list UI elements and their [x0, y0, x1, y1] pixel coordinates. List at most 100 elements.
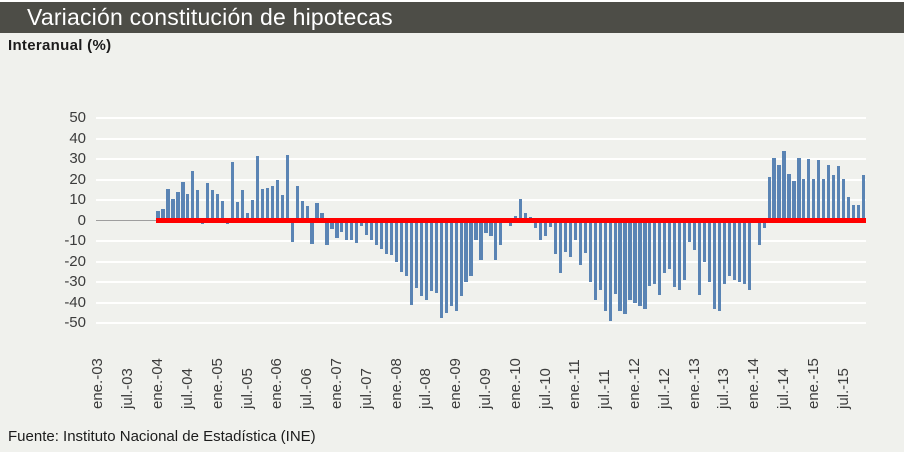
bar-negative: [335, 220, 339, 238]
bar-positive: [295, 185, 299, 221]
bar-negative: [499, 220, 503, 246]
gridline: [96, 260, 866, 263]
bar-negative: [563, 220, 568, 253]
bar-positive: [812, 178, 816, 221]
bar-positive: [216, 193, 220, 221]
y-axis-tick-label: -30: [64, 273, 86, 290]
bar-negative: [414, 220, 418, 288]
gridline: [96, 322, 866, 324]
y-axis-tick-label: -10: [64, 232, 86, 249]
gridline: [96, 158, 866, 160]
bar-negative: [742, 220, 746, 285]
source-note: Fuente: Instituto Nacional de Estadístic…: [8, 428, 316, 445]
bar-negative: [762, 220, 766, 228]
bar-negative: [633, 220, 637, 303]
bar-negative: [578, 220, 582, 265]
bar-positive: [255, 155, 260, 221]
bar-negative: [683, 220, 687, 280]
bar-negative: [702, 220, 707, 263]
bar-negative: [375, 220, 379, 246]
x-axis-tick-label: ene.-11: [566, 359, 584, 409]
bar-positive: [156, 211, 160, 221]
x-axis-tick-label: jul.-14: [775, 368, 793, 409]
bar-positive: [270, 185, 274, 221]
bar-negative: [568, 220, 572, 258]
y-axis-tick-label: 50: [69, 109, 86, 126]
bar-negative: [290, 220, 294, 243]
bar-positive: [211, 189, 215, 221]
bar-positive: [206, 182, 210, 221]
bar-negative: [737, 220, 741, 283]
bar-negative: [653, 220, 657, 285]
bar-negative: [732, 220, 736, 280]
bar-positive: [842, 178, 846, 221]
bar-positive: [235, 202, 240, 221]
bar-negative: [663, 220, 667, 274]
bar-positive: [856, 205, 861, 221]
x-axis-tick-label: ene.-06: [268, 358, 286, 409]
bar-negative: [593, 220, 597, 301]
bar-negative: [409, 220, 414, 305]
bar-positive: [514, 215, 518, 221]
bar-positive: [161, 208, 165, 221]
bar-negative: [434, 220, 438, 293]
bar-positive: [861, 175, 866, 221]
bar-positive: [285, 155, 289, 221]
bar-negative: [693, 220, 697, 251]
bar-positive: [807, 159, 811, 221]
x-axis-tick-label: jul.-12: [655, 368, 673, 409]
gridline: [96, 199, 866, 201]
x-axis-tick-label: jul.-03: [119, 368, 137, 409]
gridline: [96, 281, 866, 283]
bar-positive: [191, 170, 195, 221]
zero-reference-line: [155, 218, 866, 223]
x-axis-tick-label: jul.-04: [178, 368, 196, 409]
bar-negative: [330, 220, 334, 229]
y-axis-tick-label: 30: [69, 150, 86, 167]
x-axis-tick-label: jul.-07: [357, 368, 375, 409]
bar-positive: [837, 166, 841, 221]
bar-negative: [350, 220, 354, 241]
bar-negative: [548, 220, 553, 227]
bar-negative: [613, 220, 617, 295]
bar-negative: [325, 220, 329, 246]
x-axis-tick-label: jul.-13: [715, 368, 733, 409]
bar-negative: [370, 220, 374, 241]
bar-negative: [648, 220, 652, 286]
bar-negative: [747, 220, 751, 291]
bar-negative: [697, 220, 702, 296]
bar-positive: [300, 201, 304, 221]
bar-negative: [459, 220, 463, 297]
bar-positive: [767, 176, 771, 221]
y-axis-tick-label: 40: [69, 129, 86, 147]
bar-positive: [240, 189, 245, 221]
gridline: [96, 301, 866, 304]
bar-positive: [797, 158, 801, 221]
bar-positive: [221, 201, 225, 221]
bar-positive: [519, 198, 523, 221]
x-axis-tick-label: jul.-08: [417, 368, 435, 409]
bar-positive: [231, 162, 235, 221]
bar-positive: [245, 213, 250, 221]
bar-positive: [802, 178, 806, 221]
bar-negative: [722, 220, 726, 285]
x-axis-tick-label: ene.-14: [745, 358, 763, 409]
y-axis-tick-label: -40: [64, 293, 86, 311]
top-strip: [0, 0, 904, 2]
x-axis-tick-label: ene.-15: [804, 358, 822, 409]
bar-negative: [469, 220, 473, 276]
bar-negative: [489, 220, 493, 237]
bar-negative: [638, 220, 642, 306]
bar-negative: [394, 220, 399, 263]
bar-negative: [583, 220, 587, 254]
y-axis-tick-label: -50: [64, 314, 86, 331]
bar-negative: [643, 220, 647, 310]
bar-negative: [678, 220, 682, 291]
bar-negative: [424, 220, 428, 301]
bar-negative: [717, 220, 722, 312]
x-axis-tick-label: jul.-06: [298, 368, 316, 409]
x-axis-tick-label: ene.-07: [327, 358, 345, 409]
bar-negative: [439, 220, 443, 318]
